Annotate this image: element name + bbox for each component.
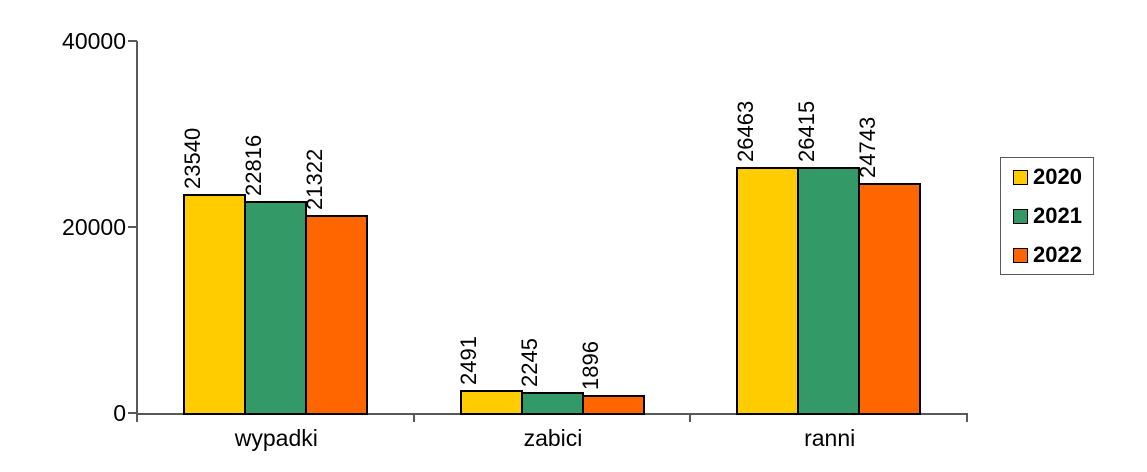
y-axis-tick bbox=[128, 40, 137, 42]
y-axis-tick-label: 40000 bbox=[62, 28, 126, 54]
y-axis-tick-label: 20000 bbox=[62, 214, 126, 240]
x-axis-tick bbox=[412, 413, 415, 422]
bar-2022-zabici bbox=[581, 395, 645, 415]
y-axis-tick bbox=[128, 412, 137, 414]
category-label-wypadki: wypadki bbox=[234, 425, 318, 451]
legend-swatch-2020 bbox=[1013, 169, 1028, 185]
bar-2020-wypadki bbox=[183, 194, 246, 415]
legend-item-2021: 2021 bbox=[1013, 204, 1093, 228]
x-axis-tick bbox=[966, 413, 968, 422]
x-axis-tick bbox=[136, 413, 138, 422]
value-label-2022-zabici: 1896 bbox=[578, 341, 604, 390]
value-label-2022-ranni: 24743 bbox=[854, 116, 880, 178]
bar-2021-zabici bbox=[520, 392, 584, 415]
bar-2021-wypadki bbox=[244, 201, 307, 415]
legend-label-2021: 2021 bbox=[1033, 203, 1082, 228]
x-axis-tick bbox=[689, 413, 692, 422]
y-axis-tick-label: 0 bbox=[113, 400, 126, 426]
value-label-2022-wypadki: 21322 bbox=[301, 148, 327, 210]
bar-2022-wypadki bbox=[305, 215, 368, 415]
value-label-2021-wypadki: 22816 bbox=[240, 134, 266, 196]
value-label-2020-ranni: 26463 bbox=[732, 100, 758, 162]
legend-swatch-2022 bbox=[1013, 247, 1028, 263]
value-label-2021-ranni: 26415 bbox=[793, 100, 819, 162]
value-label-2021-zabici: 2245 bbox=[517, 338, 543, 387]
legend-label-2022: 2022 bbox=[1033, 242, 1082, 267]
bar-2020-ranni bbox=[736, 167, 800, 415]
category-label-ranni: ranni bbox=[804, 425, 856, 451]
legend-label-2020: 2020 bbox=[1033, 164, 1082, 189]
y-axis-tick bbox=[128, 226, 137, 228]
bar-2021-ranni bbox=[797, 167, 861, 415]
bar-2022-ranni bbox=[858, 183, 922, 415]
value-label-2020-zabici: 2491 bbox=[456, 336, 482, 385]
bar-2020-zabici bbox=[459, 390, 523, 415]
value-label-2020-wypadki: 23540 bbox=[179, 127, 205, 189]
legend: 2020 2021 2022 bbox=[1000, 157, 1094, 275]
legend-item-2020: 2020 bbox=[1013, 165, 1093, 189]
legend-swatch-2021 bbox=[1013, 208, 1028, 224]
category-label-zabici: zabici bbox=[523, 425, 583, 451]
legend-item-2022: 2022 bbox=[1013, 243, 1093, 267]
